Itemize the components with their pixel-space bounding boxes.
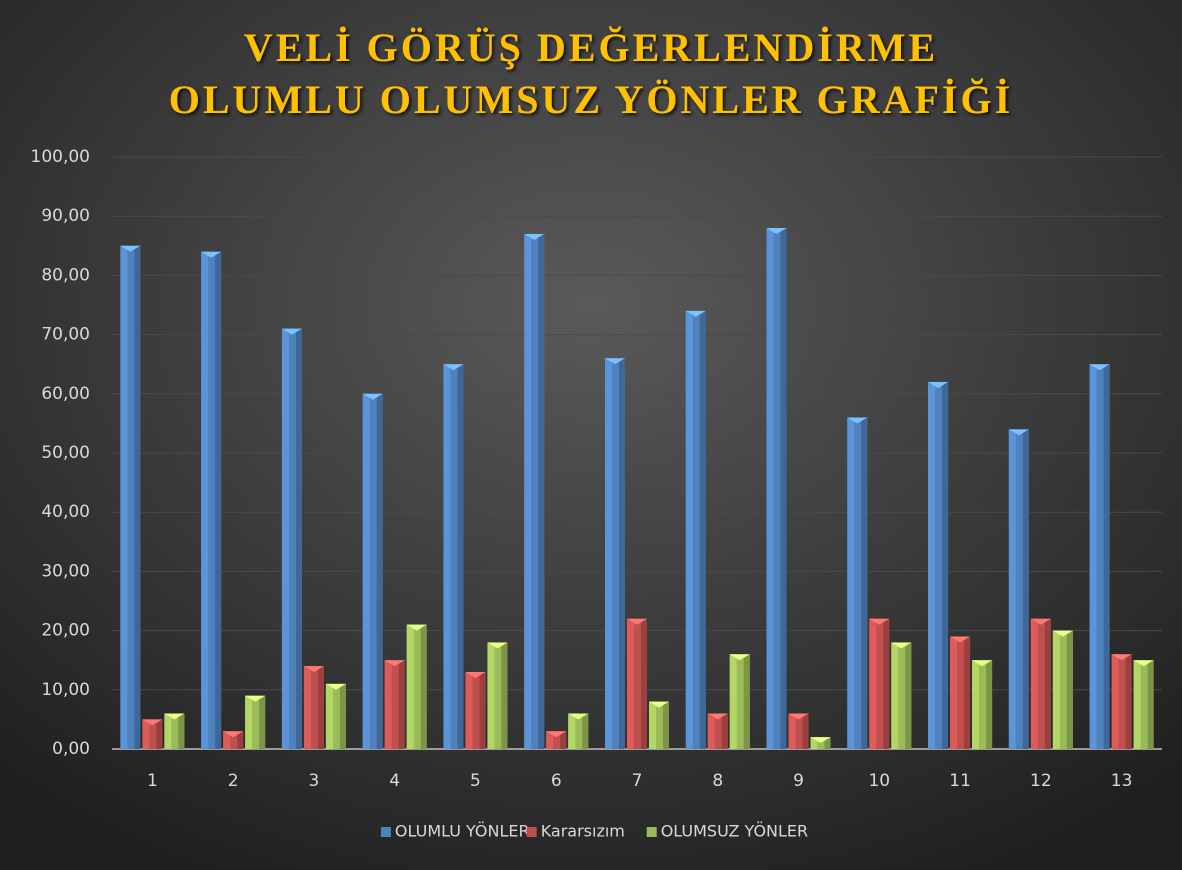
bar bbox=[685, 310, 706, 749]
bar bbox=[928, 381, 949, 749]
legend-label: OLUMLU YÖNLER bbox=[395, 822, 530, 841]
bar bbox=[281, 328, 302, 749]
bar bbox=[164, 713, 185, 749]
bar bbox=[487, 642, 508, 749]
legend-label: OLUMSUZ YÖNLER bbox=[661, 822, 808, 841]
y-tick-label: 0,00 bbox=[52, 739, 90, 759]
x-tick-label: 1 bbox=[147, 771, 158, 791]
x-tick-label: 12 bbox=[1030, 771, 1052, 791]
bar bbox=[847, 417, 868, 749]
bar bbox=[1089, 364, 1110, 749]
bar bbox=[443, 364, 464, 749]
bar bbox=[142, 719, 163, 749]
y-tick-label: 20,00 bbox=[41, 621, 90, 641]
bar bbox=[201, 251, 222, 749]
bar bbox=[707, 713, 728, 749]
bar bbox=[627, 618, 647, 749]
legend-swatch bbox=[646, 827, 657, 837]
chart-title: VELİ GÖRÜŞ DEĞERLENDİRME bbox=[244, 25, 938, 70]
y-tick-label: 60,00 bbox=[41, 384, 90, 404]
x-tick-label: 11 bbox=[949, 771, 971, 791]
legend-label: Kararsızım bbox=[541, 822, 625, 841]
bar bbox=[384, 660, 405, 749]
chart-title: OLUMLU OLUMSUZ YÖNLER GRAFİĞİ bbox=[169, 77, 1013, 122]
bar bbox=[1133, 660, 1154, 749]
x-tick-label: 7 bbox=[632, 771, 643, 791]
bar bbox=[729, 654, 750, 749]
y-tick-label: 40,00 bbox=[41, 502, 90, 522]
bar bbox=[1008, 429, 1029, 749]
bar bbox=[605, 358, 625, 749]
y-tick-label: 10,00 bbox=[41, 680, 90, 700]
bar bbox=[362, 393, 383, 749]
x-tick-label: 9 bbox=[793, 771, 804, 791]
x-tick-label: 13 bbox=[1111, 771, 1133, 791]
y-tick-label: 70,00 bbox=[41, 325, 90, 345]
x-tick-label: 2 bbox=[228, 771, 239, 791]
bar bbox=[245, 695, 266, 749]
bar bbox=[1052, 630, 1073, 749]
x-tick-label: 3 bbox=[309, 771, 320, 791]
y-tick-label: 50,00 bbox=[41, 443, 90, 463]
bar bbox=[568, 713, 589, 749]
x-tick-label: 5 bbox=[470, 771, 481, 791]
y-tick-label: 80,00 bbox=[41, 265, 90, 285]
bar bbox=[120, 245, 141, 750]
bar bbox=[546, 731, 567, 749]
y-tick-label: 90,00 bbox=[41, 206, 90, 226]
bar bbox=[891, 642, 912, 749]
bar bbox=[972, 660, 993, 749]
bar bbox=[303, 666, 324, 749]
legend-swatch bbox=[380, 827, 391, 837]
bar bbox=[1111, 654, 1132, 749]
bar bbox=[950, 636, 971, 749]
bar bbox=[465, 672, 486, 749]
x-tick-label: 6 bbox=[551, 771, 562, 791]
x-tick-label: 4 bbox=[389, 771, 400, 791]
bar bbox=[788, 713, 809, 749]
bar bbox=[810, 737, 831, 749]
bar bbox=[649, 701, 669, 749]
bar bbox=[869, 618, 890, 749]
x-tick-label: 8 bbox=[712, 771, 723, 791]
x-tick-label: 10 bbox=[868, 771, 890, 791]
bar bbox=[766, 228, 787, 750]
bar bbox=[223, 731, 244, 749]
y-tick-label: 30,00 bbox=[41, 561, 90, 581]
bar bbox=[325, 683, 346, 749]
legend-swatch bbox=[526, 827, 537, 837]
y-tick-label: 100,00 bbox=[31, 147, 90, 167]
bar bbox=[1030, 618, 1051, 749]
bar bbox=[406, 624, 427, 749]
bar bbox=[524, 233, 545, 749]
